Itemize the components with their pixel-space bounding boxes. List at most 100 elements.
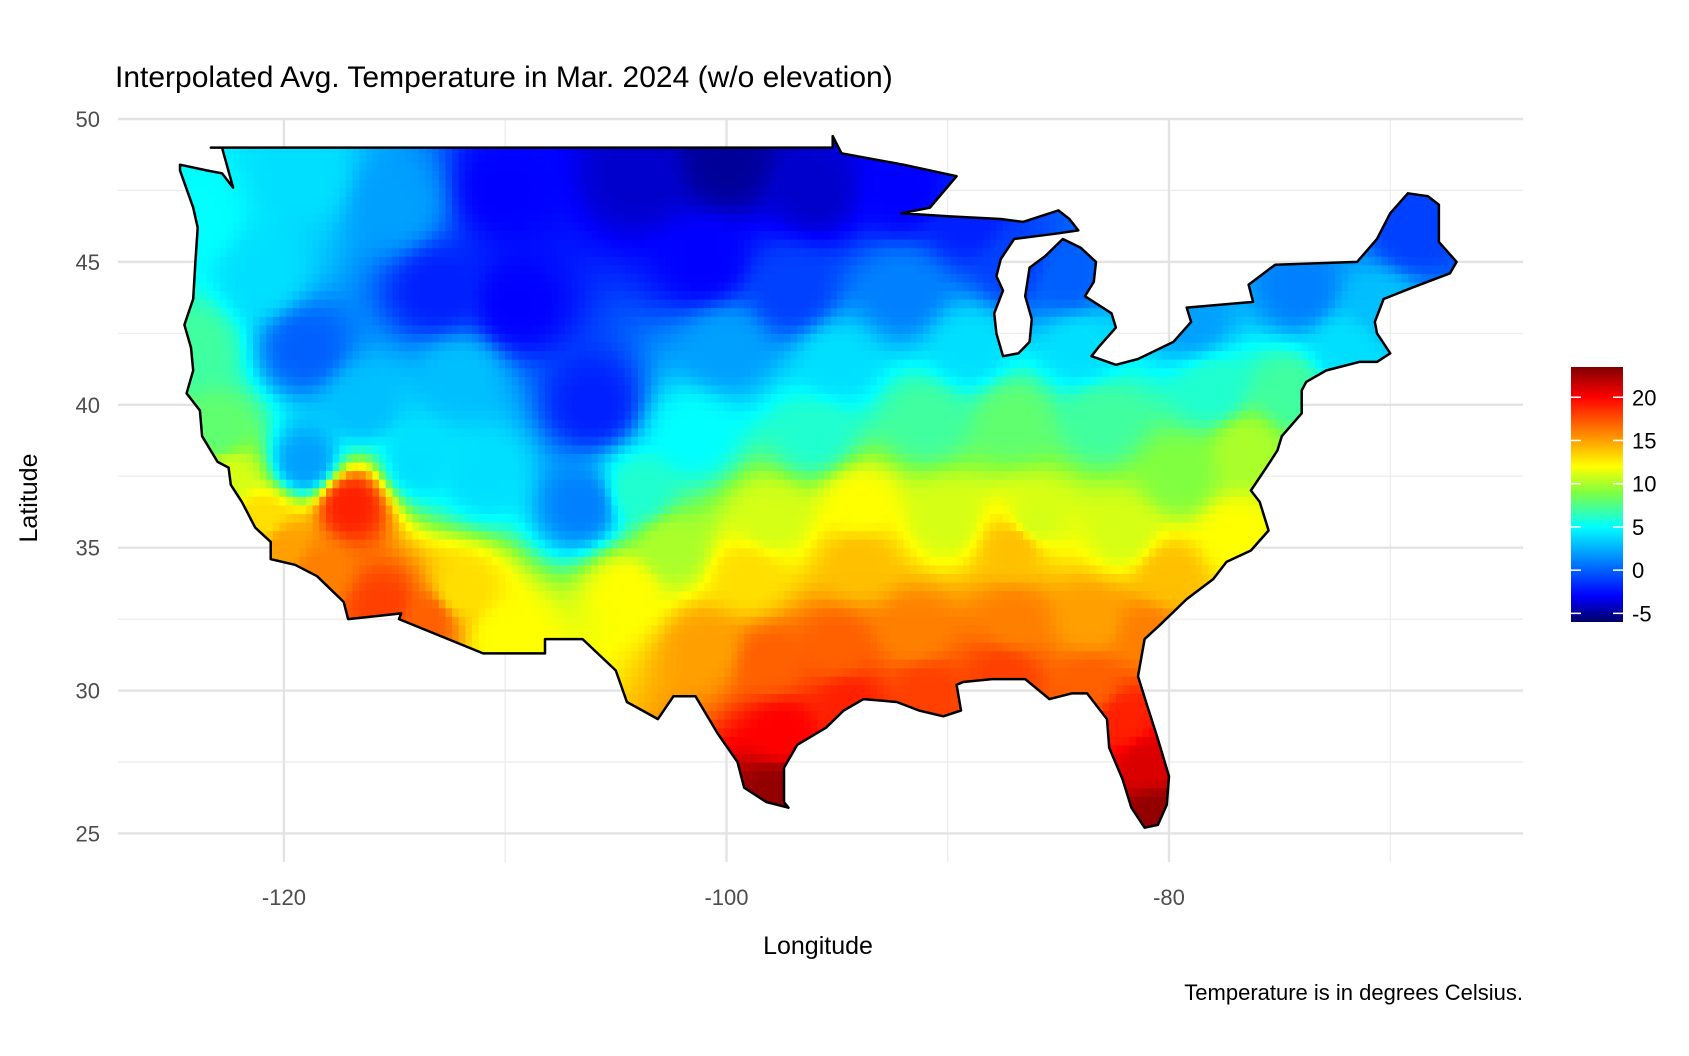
heat-cell [538,779,546,789]
heat-cell [180,427,188,437]
heat-cell [478,367,486,377]
heat-cell [186,453,194,463]
heat-cell [432,419,440,429]
heat-cell [266,230,274,240]
heat-cell [272,479,281,489]
heat-cell [180,787,181,797]
heat-cell [438,719,446,729]
heat-cell [253,624,261,634]
heat-cell [458,530,466,540]
heat-cell [219,281,227,292]
heat-cell [458,504,466,514]
heat-cell [412,633,420,643]
heat-cell [319,659,327,669]
heat-cell [525,213,533,223]
heat-cell [405,427,413,437]
heat-cell [379,693,387,703]
heat-cell [491,247,500,257]
heat-cell [365,539,373,549]
heat-cell [412,196,420,206]
heat-cell [312,179,320,189]
heat-cell [472,796,480,806]
heat-cell [266,736,274,746]
heat-cell [306,256,314,266]
heat-cell [365,316,373,326]
heat-cell [432,247,440,257]
heat-cell [418,487,427,497]
heat-cell [186,307,194,317]
heat-cell [538,573,546,583]
heat-cell [392,547,400,557]
heat-cell [299,359,307,369]
heat-cell [272,650,281,660]
heat-cell [538,281,546,292]
heat-cell [418,444,427,454]
heat-cell [432,487,440,497]
heat-cell [365,393,373,403]
heat-cell [180,581,188,592]
heat-cell [352,642,360,652]
heat-cell [445,136,453,137]
heat-cell [199,616,208,626]
heat-cell [339,813,347,823]
heat-cell [312,513,320,523]
heat-cell [206,299,214,309]
heat-cell [312,624,320,634]
heat-cell [299,341,307,352]
heat-cell [418,710,427,720]
heat-cell [372,496,380,506]
heat-cell [266,590,274,600]
heat-cell [478,753,486,763]
heat-cell [392,607,400,617]
heat-cell [186,744,194,754]
heat-cell [498,359,506,369]
heat-cell [405,710,413,720]
heat-cell [472,770,480,780]
heat-cell [558,256,566,266]
heat-cell [518,204,526,214]
heat-cell [259,393,267,403]
heat-cell [259,633,267,643]
heat-cell [345,290,354,300]
heat-cell [385,676,393,686]
heat-cell [365,573,373,583]
heat-cell [253,247,261,257]
heat-cell [246,299,254,309]
heat-cell [253,831,260,840]
heat-cell [558,624,566,634]
heat-cell [465,539,473,549]
heat-cell [332,736,340,746]
heat-cell [405,624,413,634]
heat-cell [392,487,400,497]
heat-cell [233,179,241,189]
heat-cell [432,290,440,300]
heat-cell [239,427,247,437]
heat-cell [445,179,453,189]
heat-cell [438,744,446,754]
heat-cell [332,719,340,729]
heat-cell [312,461,320,472]
heat-cell [485,779,493,789]
heat-cell [326,599,334,609]
heat-cell [432,453,440,463]
heat-cell [365,410,373,420]
heat-cell [551,256,559,266]
heat-cell [425,153,433,163]
heat-cell [193,573,201,583]
heat-cell [266,144,274,154]
heat-cell [259,419,267,429]
heat-cell [339,496,347,506]
heat-cell [286,264,294,274]
heat-cell [478,599,486,609]
heat-cell [518,770,526,780]
heat-cell [505,444,513,454]
heat-cell [306,753,314,763]
heat-cell [385,487,393,497]
heat-cell [319,736,327,746]
heat-cell [425,650,433,660]
heat-cell [272,427,281,437]
heat-cell [432,170,440,180]
heat-cell [226,316,234,326]
heat-cell [425,573,433,583]
heat-cell [452,779,460,789]
